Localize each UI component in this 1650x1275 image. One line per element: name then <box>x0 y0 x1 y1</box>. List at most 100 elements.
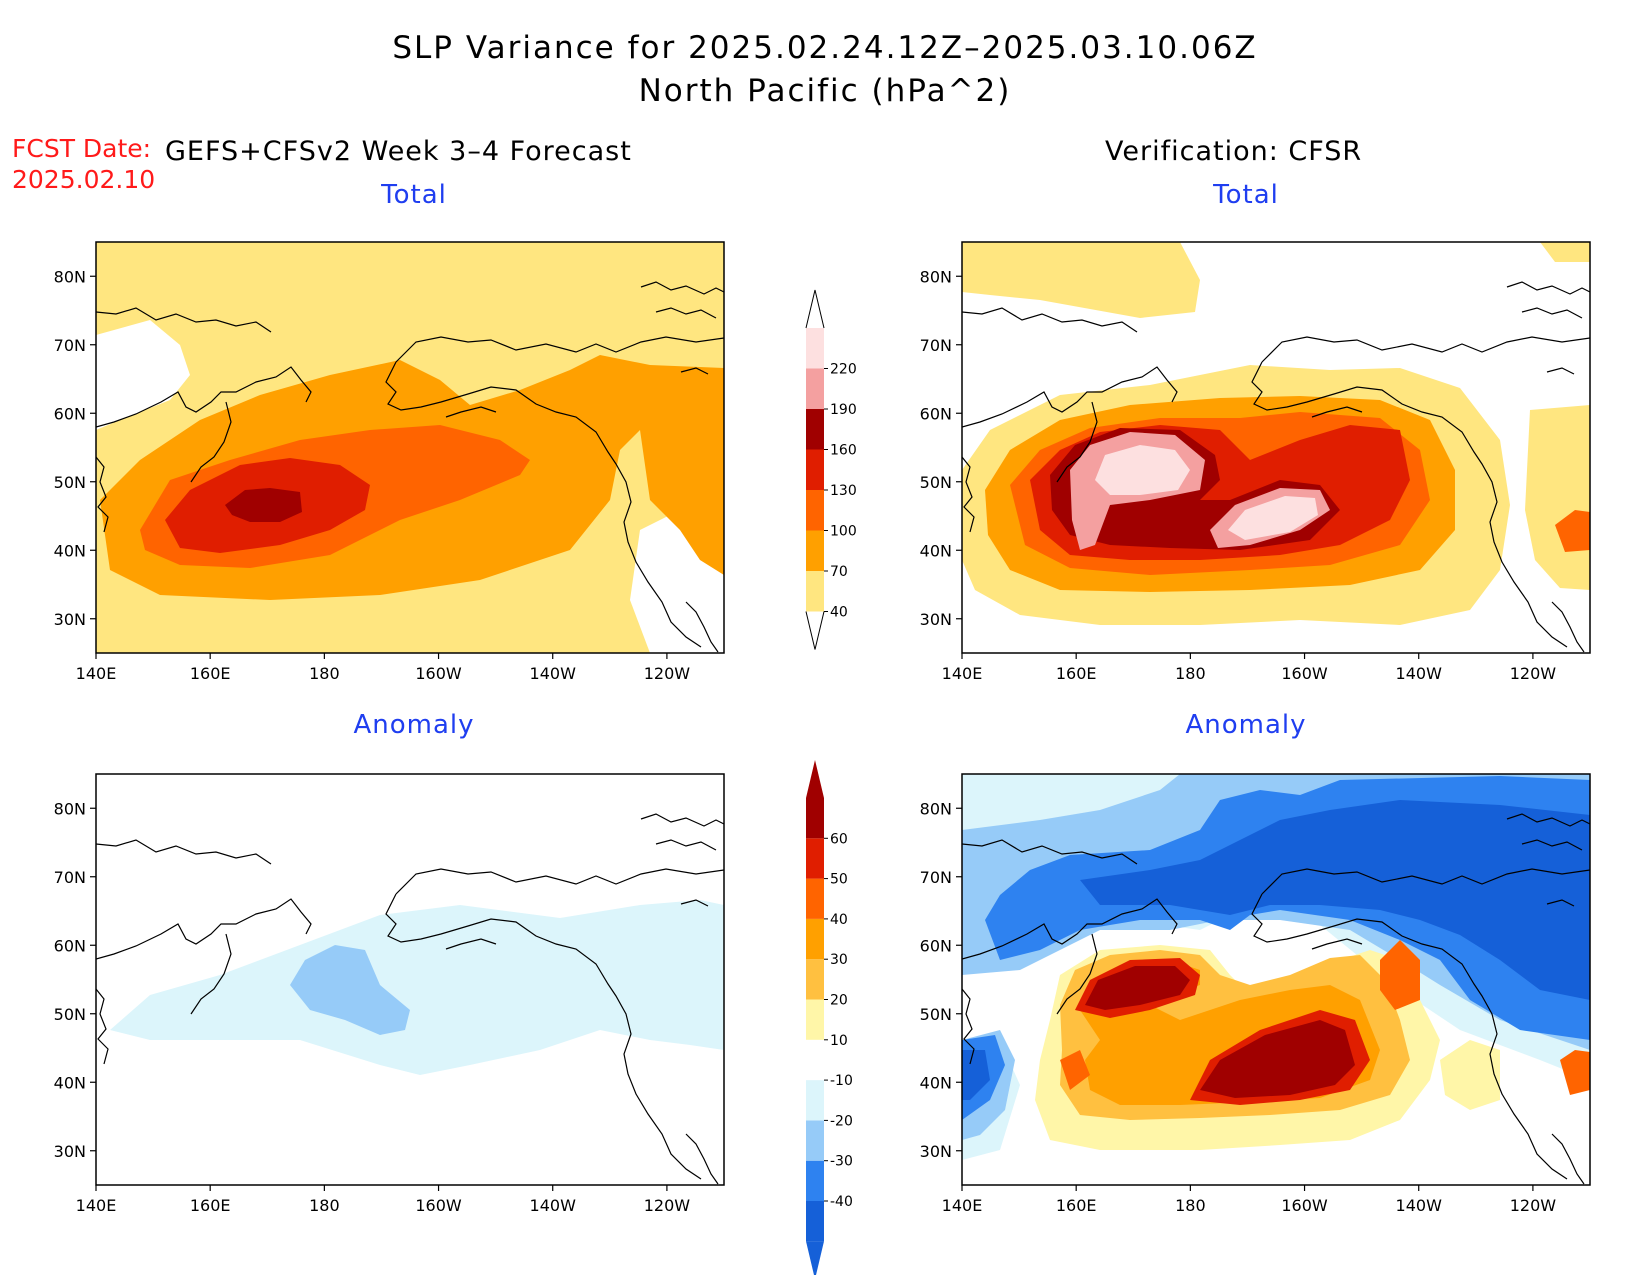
lat-tick-label: 40N <box>54 541 86 560</box>
lon-tick-label: 140E <box>76 664 117 683</box>
lat-tick-label: 60N <box>920 936 952 955</box>
lon-tick-label: 160E <box>1056 664 1097 683</box>
colorbar-swatch <box>806 838 824 879</box>
colorbar-swatch <box>806 1160 824 1201</box>
colorbar-label: 10 <box>830 1033 848 1049</box>
colorbar-label: 40 <box>830 912 848 928</box>
fcst-date-value: 2025.02.10 <box>12 165 156 194</box>
lon-tick-label: 120W <box>644 664 691 683</box>
colorbar-swatch <box>806 1201 824 1242</box>
colorbar-label: -30 <box>830 1154 853 1170</box>
lat-tick-label: 70N <box>54 868 86 887</box>
lon-tick-label: 140W <box>530 1196 577 1215</box>
lat-tick-label: 80N <box>920 267 952 286</box>
lat-tick-label: 50N <box>920 1005 952 1024</box>
lon-tick-label: 160W <box>415 664 462 683</box>
colorbar-swatch <box>806 1039 824 1081</box>
lat-tick-label: 40N <box>920 541 952 560</box>
lat-tick-label: 70N <box>920 868 952 887</box>
colorbar-label: -20 <box>830 1113 853 1129</box>
colorbar-anomaly: -40 -30 -20 -10 10 20 30 40 50 60 <box>806 760 853 1275</box>
lat-tick-label: 30N <box>54 1142 86 1161</box>
colorbar-swatch <box>806 368 824 409</box>
lat-tick-label: 50N <box>54 1005 86 1024</box>
colorbar-max-triangle <box>806 760 824 798</box>
colorbar-min-cap <box>805 611 825 650</box>
lon-tick-label: 180 <box>1175 1196 1206 1215</box>
colorbar-label: 220 <box>830 362 857 378</box>
figure-title-line1: SLP Variance for 2025.02.24.12Z–2025.03.… <box>392 30 1258 66</box>
lat-tick-label: 30N <box>920 610 952 629</box>
lat-tick-label: 70N <box>920 336 952 355</box>
colorbar-swatch <box>806 571 824 612</box>
left-column-header: GEFS+CFSv2 Week 3–4 Forecast <box>165 136 632 167</box>
colorbar-label: 70 <box>830 564 848 580</box>
colorbar-label: -40 <box>830 1194 853 1210</box>
lon-tick-label: 160E <box>1056 1196 1097 1215</box>
lon-tick-label: 120W <box>1510 664 1557 683</box>
colorbar-label: 160 <box>830 443 857 459</box>
lat-tick-label: 60N <box>54 404 86 423</box>
top-right-map-fill <box>962 242 1590 653</box>
colorbar-label: 100 <box>830 524 857 540</box>
lon-tick-label: 160W <box>1281 664 1328 683</box>
lat-tick-label: 60N <box>920 404 952 423</box>
axes-layer: 80N 70N 60N 50N 40N 30N 140E 160E 180 160W 140W 120… <box>54 267 1557 1215</box>
colorbar-label: -10 <box>830 1073 853 1089</box>
lat-tick-label: 30N <box>54 610 86 629</box>
colorbar-swatch <box>806 798 824 839</box>
right-column-header: Verification: CFSR <box>1105 136 1363 167</box>
lat-tick-label: 30N <box>920 1142 952 1161</box>
top-right-panel-title: Total <box>1213 180 1279 210</box>
lat-tick-label: 80N <box>54 267 86 286</box>
colorbar-swatch <box>806 490 824 531</box>
figure-title-line2: North Pacific (hPa^2) <box>638 73 1012 109</box>
bottom-right-map-frame <box>961 773 1591 1186</box>
colorbar-label: 50 <box>830 872 848 888</box>
lon-tick-label: 120W <box>644 1196 691 1215</box>
bottom-left-panel-title: Anomaly <box>353 710 475 740</box>
colorbar-swatch <box>806 449 824 490</box>
lat-tick-label: 40N <box>920 1073 952 1092</box>
colorbar-total: 40 70 100 130 160 190 220 <box>805 289 857 650</box>
lon-tick-label: 140W <box>1396 664 1443 683</box>
colorbar-max-cap <box>805 289 825 329</box>
colorbar-label: 20 <box>830 993 848 1009</box>
bottom-right-panel-title: Anomaly <box>1185 710 1307 740</box>
lat-tick-label: 60N <box>54 936 86 955</box>
lat-tick-label: 50N <box>54 473 86 492</box>
colorbar-label: 130 <box>830 483 857 499</box>
colorbar-swatch <box>806 918 824 960</box>
colorbar-swatch <box>806 1080 824 1121</box>
lon-tick-label: 160E <box>190 664 231 683</box>
lon-tick-label: 140E <box>76 1196 117 1215</box>
colorbar-swatch <box>806 999 824 1040</box>
top-left-panel-title: Total <box>381 180 447 210</box>
bottom-left-map-frame <box>95 773 725 1186</box>
top-left-map-fill <box>96 242 724 653</box>
colorbar-swatch <box>806 959 824 1000</box>
colorbar-swatch <box>806 328 824 369</box>
lat-tick-label: 80N <box>54 799 86 818</box>
lon-tick-label: 180 <box>309 664 340 683</box>
lat-tick-label: 40N <box>54 1073 86 1092</box>
lon-tick-label: 120W <box>1510 1196 1557 1215</box>
colorbar-swatch <box>806 409 824 450</box>
lat-tick-label: 70N <box>54 336 86 355</box>
fcst-date-label: FCST Date: <box>12 134 152 163</box>
lon-tick-label: 140E <box>942 1196 983 1215</box>
lon-tick-label: 180 <box>1175 664 1206 683</box>
lon-tick-label: 160E <box>190 1196 231 1215</box>
colorbar-label: 40 <box>830 605 848 621</box>
lat-tick-label: 50N <box>920 473 952 492</box>
lon-tick-label: 160W <box>415 1196 462 1215</box>
lon-tick-label: 140W <box>1396 1196 1443 1215</box>
colorbar-swatch <box>806 530 824 571</box>
colorbar-min-triangle <box>806 1241 824 1275</box>
colorbar-label: 190 <box>830 402 857 418</box>
bottom-left-map-fill <box>96 774 724 1185</box>
lat-tick-label: 80N <box>920 799 952 818</box>
lon-tick-label: 180 <box>309 1196 340 1215</box>
colorbar-label: 30 <box>830 952 848 968</box>
